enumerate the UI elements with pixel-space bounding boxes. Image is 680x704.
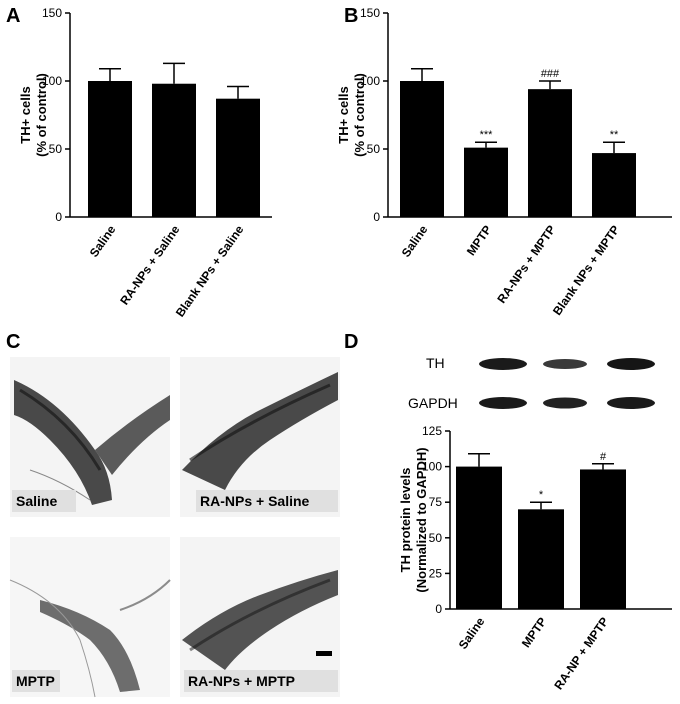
category-label-d: MPTP: [519, 615, 550, 650]
y-axis-label-a: (% of control): [34, 73, 49, 157]
category-label-d: Saline: [456, 614, 488, 651]
y-tick-label-b: 150: [360, 6, 380, 20]
bar-b: [592, 153, 636, 217]
y-tick-label-a: 100: [42, 74, 62, 88]
y-tick-label-d: 100: [422, 460, 442, 474]
y-axis-label-b: TH+ cells: [336, 86, 351, 143]
blot-band-th-saline: [479, 358, 527, 370]
significance-marker-b: ###: [541, 68, 560, 80]
blot-band-th-ra-np-mptp: [607, 358, 655, 370]
micrograph-grid: Saline RA-NPs + Saline MPTP RA-NPs + MPT…: [9, 357, 340, 698]
bar-a: [152, 83, 196, 217]
blot-band-th-mptp: [543, 359, 587, 369]
y-tick-label-d: 50: [429, 531, 443, 545]
y-tick-label-d: 75: [429, 495, 443, 509]
y-tick-label-b: 50: [367, 142, 381, 156]
micrograph-ra-nps-saline: RA-NPs + Saline: [180, 357, 340, 517]
panel-letter-b: B: [344, 5, 358, 27]
panel-letter-c: C: [6, 331, 20, 353]
panel-letter-d: D: [344, 331, 358, 353]
micrograph-label-saline: Saline: [16, 493, 57, 509]
micrograph-label-ra-nps-mptp: RA-NPs + MPTP: [188, 673, 295, 689]
scale-bar: [316, 651, 332, 656]
micrograph-saline: Saline: [10, 357, 170, 517]
y-tick-label-b: 100: [360, 74, 380, 88]
blot-band-gapdh-saline: [479, 397, 527, 409]
category-label-b: MPTP: [464, 223, 495, 258]
category-label-b: Saline: [399, 222, 431, 259]
bar-b: [528, 89, 572, 217]
y-axis-label-a: TH+ cells: [18, 86, 33, 143]
micrograph-ra-nps-mptp: RA-NPs + MPTP: [180, 537, 340, 697]
bar-d: [580, 469, 626, 609]
significance-marker-b: **: [610, 129, 619, 141]
blot-label-gapdh: GAPDH: [408, 395, 458, 411]
y-tick-label-a: 150: [42, 6, 62, 20]
bar-b: [400, 81, 444, 217]
blot-label-th: TH: [426, 355, 445, 371]
bar-a: [216, 98, 260, 217]
micrograph-label-mptp: MPTP: [16, 673, 55, 689]
bar-b: [464, 147, 508, 217]
y-tick-label-b: 0: [373, 210, 380, 224]
category-label-d: RA-NP + MPTP: [551, 615, 611, 692]
significance-marker-d: #: [600, 451, 607, 463]
bar-d: [456, 466, 502, 609]
western-blot: TH GAPDH: [408, 355, 655, 411]
category-label-b: Blank NPs + MPTP: [550, 223, 622, 318]
y-tick-label-a: 50: [49, 142, 63, 156]
y-tick-label-d: 25: [429, 566, 443, 580]
micrograph-label-ra-nps-saline: RA-NPs + Saline: [200, 493, 310, 509]
category-label-a: Blank NPs + Saline: [173, 222, 247, 319]
blot-band-gapdh-mptp: [543, 397, 587, 409]
significance-marker-d: *: [539, 489, 544, 501]
y-tick-label-d: 125: [422, 424, 442, 438]
panel-letter-a: A: [6, 5, 20, 27]
y-axis-label-d: TH protein levels: [398, 468, 413, 573]
chart-panel-b: 0 50 100 150 TH+ cells (% of control) Saline **…: [336, 6, 672, 318]
y-tick-label-a: 0: [55, 210, 62, 224]
category-label-a: Saline: [87, 222, 119, 259]
micrograph-mptp: MPTP: [9, 537, 171, 698]
significance-marker-b: ***: [480, 129, 494, 141]
bar-d: [518, 509, 564, 609]
chart-panel-a: 0 50 100 150 TH+ cells (% of control) SalineRA…: [18, 6, 272, 320]
chart-panel-d: 0 25 50 75 100 125 TH protein levels (Normalize…: [398, 424, 672, 692]
y-axis-label-b: (% of control): [352, 73, 367, 157]
blot-band-gapdh-ra-np-mptp: [607, 397, 655, 409]
y-axis-label-d: (Normalized to GAPDH): [414, 447, 429, 592]
category-label-b: RA-NPs + MPTP: [494, 223, 558, 306]
y-tick-label-d: 0: [435, 602, 442, 616]
category-label-a: RA-NPs + Saline: [117, 222, 182, 307]
bar-a: [88, 81, 132, 217]
